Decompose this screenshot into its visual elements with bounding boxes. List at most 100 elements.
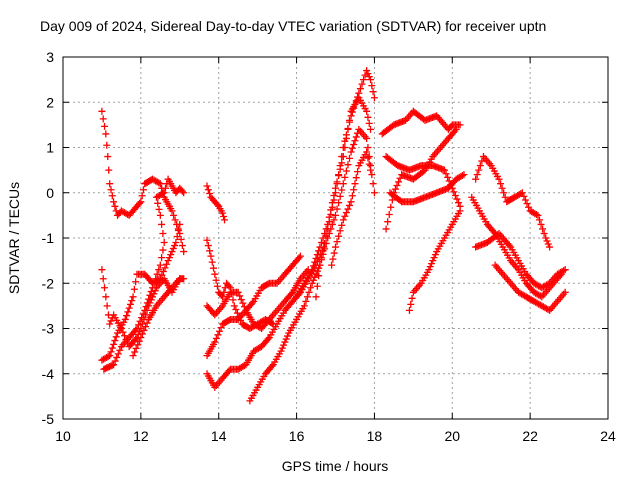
data-point-marker <box>176 275 184 283</box>
series-track-8 <box>203 266 312 332</box>
data-point-marker <box>455 199 463 207</box>
data-point-marker <box>305 288 313 296</box>
data-point-marker <box>217 324 225 332</box>
data-point-marker <box>156 180 164 188</box>
data-point-marker <box>229 296 237 304</box>
data-point-marker <box>501 193 509 201</box>
data-point-marker <box>408 294 416 302</box>
data-point-marker <box>354 168 362 176</box>
data-point-marker <box>104 353 112 361</box>
series-track-19 <box>405 207 464 314</box>
data-point-marker <box>344 161 352 169</box>
data-point-marker <box>347 198 355 206</box>
data-point-marker <box>225 282 233 290</box>
data-point-marker <box>142 303 150 311</box>
data-point-marker <box>346 116 354 124</box>
data-point-marker <box>138 330 146 338</box>
data-point-marker <box>348 192 356 200</box>
data-point-marker <box>147 288 155 296</box>
data-point-marker <box>137 334 145 342</box>
data-point-marker <box>308 266 316 274</box>
data-point-marker <box>236 292 244 300</box>
data-point-marker <box>132 335 140 343</box>
data-point-marker <box>132 278 140 286</box>
data-point-marker <box>339 153 347 161</box>
data-point-marker <box>317 256 325 264</box>
data-point-marker <box>309 262 317 270</box>
data-point-marker <box>330 249 338 257</box>
data-point-marker <box>518 189 526 197</box>
data-point-marker <box>391 185 399 193</box>
series-track-15 <box>378 107 464 138</box>
data-point-marker <box>560 267 568 275</box>
data-point-marker <box>129 352 137 360</box>
data-point-marker <box>210 264 218 272</box>
data-point-marker <box>324 234 332 242</box>
data-point-marker <box>282 335 290 343</box>
data-point-marker <box>332 243 339 251</box>
y-tick-label: 2 <box>46 94 54 110</box>
data-point-marker <box>160 189 168 197</box>
data-point-marker <box>134 341 142 349</box>
data-point-marker <box>159 267 167 275</box>
data-point-marker <box>344 125 352 133</box>
data-point-marker <box>152 275 160 283</box>
data-point-marker <box>330 216 338 224</box>
data-point-marker <box>520 192 528 200</box>
data-point-marker <box>405 306 413 314</box>
data-point-marker <box>544 305 552 313</box>
data-point-marker <box>308 279 316 287</box>
data-point-marker <box>296 252 304 260</box>
data-point-marker <box>339 216 347 224</box>
data-point-marker <box>172 239 180 247</box>
data-point-marker <box>204 242 212 250</box>
data-point-marker <box>111 202 119 210</box>
data-point-marker <box>450 188 458 196</box>
data-point-marker <box>336 227 344 235</box>
data-point-marker <box>336 165 344 173</box>
x-tick-label: 24 <box>600 428 616 444</box>
data-point-marker <box>136 317 144 325</box>
y-tick-label: 0 <box>46 185 54 201</box>
data-point-marker <box>98 266 106 274</box>
data-point-marker <box>156 211 164 219</box>
data-point-marker <box>219 209 227 217</box>
data-point-marker <box>384 218 392 226</box>
data-point-marker <box>544 240 552 248</box>
data-point-marker <box>332 211 339 219</box>
data-point-marker <box>426 263 434 271</box>
data-point-marker <box>316 261 324 269</box>
data-point-marker <box>268 319 276 327</box>
data-point-marker <box>497 180 505 188</box>
x-axis-label: GPS time / hours <box>282 458 389 474</box>
data-point-marker <box>364 113 372 121</box>
data-point-marker <box>302 297 310 305</box>
data-point-marker <box>158 220 166 228</box>
data-point-marker <box>128 297 136 305</box>
data-point-marker <box>107 186 115 194</box>
data-point-marker <box>335 172 343 180</box>
data-point-marker <box>110 361 118 369</box>
data-point-marker <box>338 159 346 167</box>
data-point-marker <box>300 302 308 310</box>
y-tick-label: -3 <box>42 321 55 337</box>
data-point-marker <box>344 205 352 213</box>
data-point-marker <box>121 315 129 323</box>
data-point-marker <box>124 308 132 316</box>
data-point-marker <box>364 154 372 162</box>
data-point-marker <box>316 243 324 251</box>
y-axis-label: SDTVAR / TECUs <box>6 182 22 294</box>
data-point-marker <box>363 134 371 142</box>
data-point-marker <box>521 196 529 204</box>
data-point-marker <box>407 300 415 308</box>
data-point-marker <box>143 299 151 307</box>
x-tick-label: 20 <box>444 428 460 444</box>
data-point-marker <box>208 258 216 266</box>
data-point-marker <box>139 186 147 194</box>
series-track-10 <box>203 243 328 391</box>
data-point-marker <box>561 266 569 274</box>
data-point-marker <box>364 70 372 78</box>
data-point-marker <box>99 115 107 123</box>
data-point-marker <box>360 76 368 84</box>
